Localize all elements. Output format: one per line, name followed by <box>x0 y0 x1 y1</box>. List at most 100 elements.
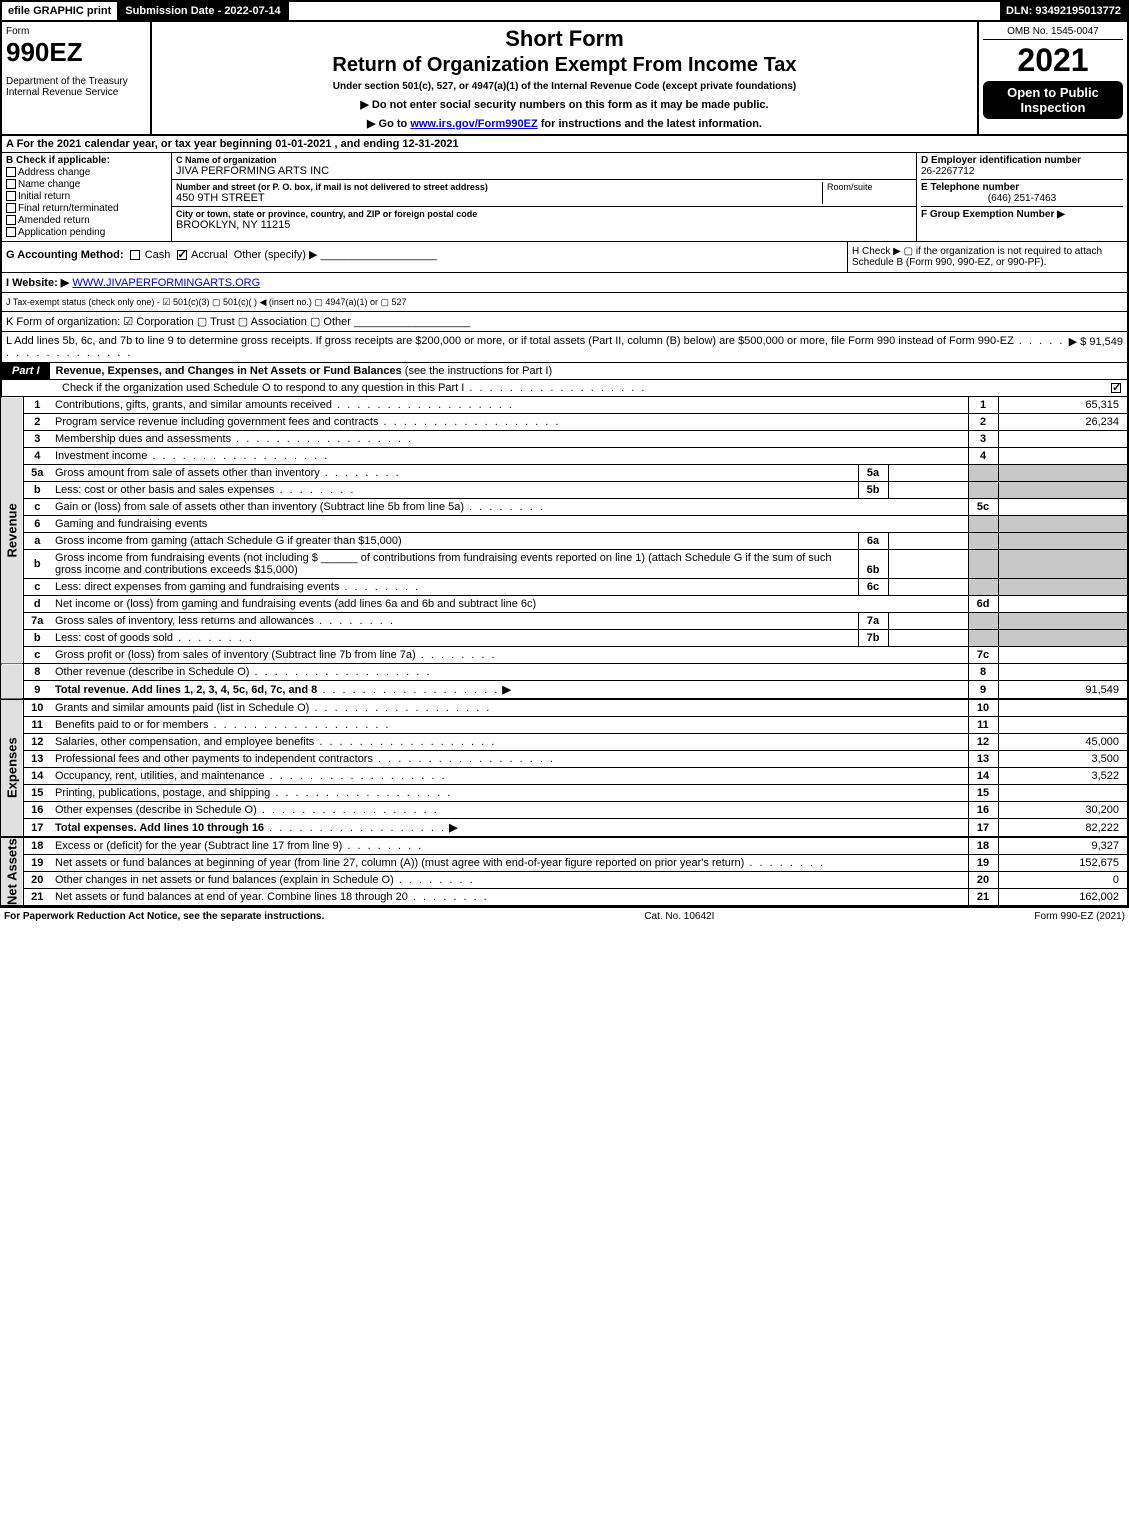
val-12: 45,000 <box>998 734 1128 751</box>
val-16: 30,200 <box>998 802 1128 819</box>
part1-chk[interactable] <box>1111 382 1123 394</box>
chk-final-return[interactable]: Final return/terminated <box>6 203 167 214</box>
section-l: L Add lines 5b, 6c, and 7b to line 9 to … <box>0 332 1129 363</box>
line-9: 9 Total revenue. Add lines 1, 2, 3, 4, 5… <box>1 681 1128 700</box>
chk-name-change[interactable]: Name change <box>6 179 167 190</box>
line-7c: c Gross profit or (loss) from sales of i… <box>1 647 1128 664</box>
line-17: 17 Total expenses. Add lines 10 through … <box>1 819 1128 838</box>
form-label: Form <box>6 26 146 37</box>
row-gh: G Accounting Method: Cash Accrual Other … <box>0 242 1129 273</box>
arrow-icon: ▶ <box>502 684 510 696</box>
chk-address-change[interactable]: Address change <box>6 167 167 178</box>
line-19: 19 Net assets or fund balances at beginn… <box>1 855 1128 872</box>
footer-left: For Paperwork Reduction Act Notice, see … <box>4 911 324 922</box>
vlabel-netassets: Net Assets <box>1 837 23 906</box>
f-label: F Group Exemption Number ▶ <box>921 209 1065 220</box>
section-c: C Name of organization JIVA PERFORMING A… <box>172 153 917 241</box>
website-link[interactable]: WWW.JIVAPERFORMINGARTS.ORG <box>72 277 260 289</box>
line-5a: 5a Gross amount from sale of assets othe… <box>1 465 1128 482</box>
line-6: 6 Gaming and fundraising events <box>1 516 1128 533</box>
line-6c: c Less: direct expenses from gaming and … <box>1 579 1128 596</box>
val-2: 26,234 <box>998 414 1128 431</box>
val-21: 162,002 <box>998 889 1128 907</box>
efile-label[interactable]: efile GRAPHIC print <box>2 2 119 20</box>
tax-year: 2021 <box>983 42 1123 79</box>
line-14: 14 Occupancy, rent, utilities, and maint… <box>1 768 1128 785</box>
section-e: E Telephone number (646) 251-7463 <box>921 182 1123 207</box>
line-1: Revenue 1 Contributions, gifts, grants, … <box>1 397 1128 414</box>
chk-amended-return[interactable]: Amended return <box>6 215 167 226</box>
vlabel-expenses: Expenses <box>1 699 23 837</box>
city-val: BROOKLYN, NY 11215 <box>176 219 912 231</box>
line-12: 12 Salaries, other compensation, and emp… <box>1 734 1128 751</box>
subtitle: Under section 501(c), 527, or 4947(a)(1)… <box>160 81 969 92</box>
line-20: 20 Other changes in net assets or fund b… <box>1 872 1128 889</box>
lines-table: Revenue 1 Contributions, gifts, grants, … <box>0 397 1129 907</box>
section-b: B Check if applicable: Address change Na… <box>2 153 172 241</box>
chk-cash[interactable] <box>130 250 140 260</box>
d-label: D Employer identification number <box>921 155 1081 166</box>
section-g: G Accounting Method: Cash Accrual Other … <box>2 242 847 272</box>
section-d: D Employer identification number 26-2267… <box>921 155 1123 180</box>
goto-note: ▶ Go to www.irs.gov/Form990EZ for instru… <box>160 117 969 130</box>
line-6b: b Gross income from fundraising events (… <box>1 550 1128 579</box>
other-label: Other (specify) ▶ <box>234 249 318 261</box>
part1-tab: Part I <box>2 363 50 379</box>
cash-label: Cash <box>145 249 171 261</box>
val-20: 0 <box>998 872 1128 889</box>
line-4: 4 Investment income 4 <box>1 448 1128 465</box>
section-a: A For the 2021 calendar year, or tax yea… <box>0 136 1129 153</box>
line-16: 16 Other expenses (describe in Schedule … <box>1 802 1128 819</box>
city-row: City or town, state or province, country… <box>172 207 916 233</box>
section-b-heading: B Check if applicable: <box>6 155 167 166</box>
org-name: JIVA PERFORMING ARTS INC <box>176 165 912 177</box>
arrow-icon: ▶ <box>449 822 457 834</box>
street-row: Number and street (or P. O. box, if mail… <box>172 180 916 207</box>
irs-link[interactable]: www.irs.gov/Form990EZ <box>410 118 537 130</box>
part1-title: Revenue, Expenses, and Changes in Net As… <box>50 363 1127 379</box>
footer-right: Form 990-EZ (2021) <box>1034 911 1125 922</box>
short-form-title: Short Form <box>160 26 969 52</box>
top-bar: efile GRAPHIC print Submission Date - 20… <box>0 0 1129 22</box>
chk-application-pending[interactable]: Application pending <box>6 227 167 238</box>
val-18: 9,327 <box>998 837 1128 855</box>
val-14: 3,522 <box>998 768 1128 785</box>
chk-accrual[interactable] <box>177 250 187 260</box>
line-10: Expenses 10 Grants and similar amounts p… <box>1 699 1128 717</box>
line-2: 2 Program service revenue including gove… <box>1 414 1128 431</box>
line-6d: d Net income or (loss) from gaming and f… <box>1 596 1128 613</box>
val-1: 65,315 <box>998 397 1128 414</box>
val-17: 82,222 <box>998 819 1128 838</box>
header-left: Form 990EZ Department of the Treasury In… <box>2 22 152 134</box>
l-value: ▶ $ 91,549 <box>1069 335 1123 359</box>
phone-val: (646) 251-7463 <box>921 193 1123 204</box>
street-val: 450 9TH STREET <box>176 192 822 204</box>
header-right: OMB No. 1545-0047 2021 Open to Public In… <box>977 22 1127 134</box>
form-header: Form 990EZ Department of the Treasury In… <box>0 22 1129 136</box>
section-i: I Website: ▶ WWW.JIVAPERFORMINGARTS.ORG <box>0 273 1129 293</box>
goto-prefix: ▶ Go to <box>367 118 410 130</box>
info-bcd-row: B Check if applicable: Address change Na… <box>0 153 1129 242</box>
e-label: E Telephone number <box>921 182 1019 193</box>
l-text: L Add lines 5b, 6c, and 7b to line 9 to … <box>6 335 1069 359</box>
val-9: 91,549 <box>998 681 1128 700</box>
line-21: 21 Net assets or fund balances at end of… <box>1 889 1128 907</box>
footer-center: Cat. No. 10642I <box>324 911 1034 922</box>
line-18: Net Assets 18 Excess or (deficit) for th… <box>1 837 1128 855</box>
chk-initial-return[interactable]: Initial return <box>6 191 167 202</box>
goto-suffix: for instructions and the latest informat… <box>538 118 762 130</box>
part1-header: Part I Revenue, Expenses, and Changes in… <box>0 363 1129 380</box>
section-k: K Form of organization: ☑ Corporation ▢ … <box>0 312 1129 332</box>
section-f: F Group Exemption Number ▶ <box>921 209 1123 220</box>
header-middle: Short Form Return of Organization Exempt… <box>152 22 977 134</box>
k-text: K Form of organization: ☑ Corporation ▢ … <box>6 316 351 328</box>
line-8: 8 Other revenue (describe in Schedule O)… <box>1 664 1128 681</box>
section-a-text: A For the 2021 calendar year, or tax yea… <box>6 138 459 150</box>
form-number: 990EZ <box>6 37 146 68</box>
j-text: J Tax-exempt status (check only one) - ☑… <box>6 297 406 307</box>
line-6a: a Gross income from gaming (attach Sched… <box>1 533 1128 550</box>
c-label: C Name of organization <box>176 155 906 165</box>
line-5b: b Less: cost or other basis and sales ex… <box>1 482 1128 499</box>
line-5c: c Gain or (loss) from sale of assets oth… <box>1 499 1128 516</box>
line-11: 11 Benefits paid to or for members 11 <box>1 717 1128 734</box>
